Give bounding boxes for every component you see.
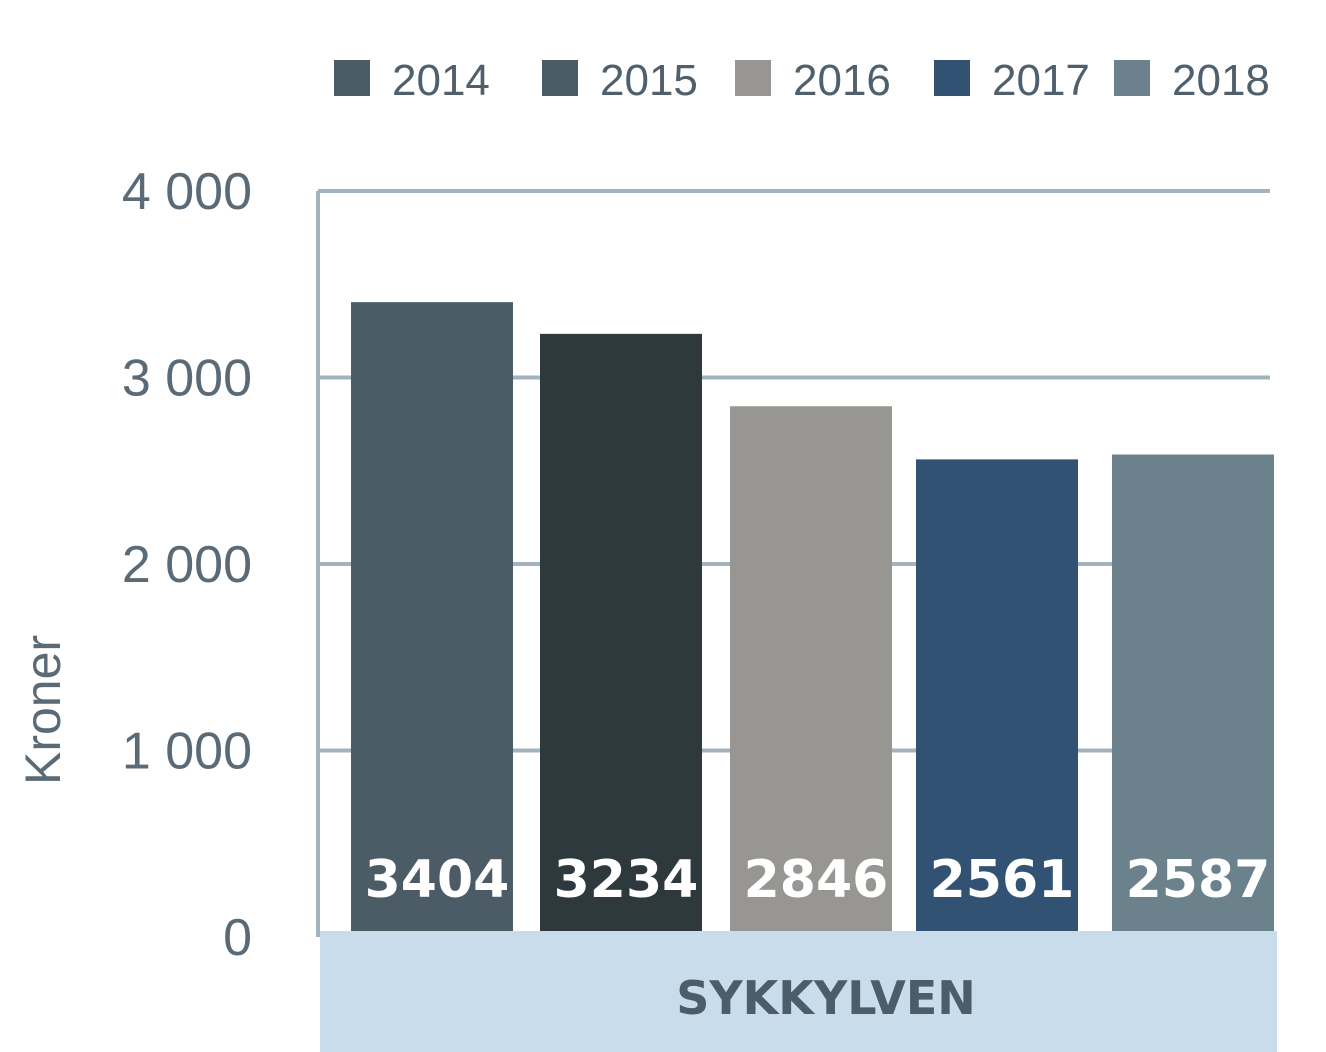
legend-swatch-2015 bbox=[542, 60, 578, 96]
legend-swatch-2017 bbox=[934, 60, 970, 96]
y-tick-label: 3 000 bbox=[122, 350, 252, 408]
legend-swatch-2018 bbox=[1114, 60, 1150, 96]
y-tick-label: 0 bbox=[223, 909, 252, 967]
bar-2018 bbox=[1112, 454, 1274, 931]
data-label: 2846 bbox=[744, 850, 889, 910]
category-band bbox=[320, 931, 1277, 1052]
y-axis-title: Kroner bbox=[15, 635, 71, 785]
data-label: 2587 bbox=[1126, 850, 1271, 910]
legend-label-2018: 2018 bbox=[1172, 56, 1270, 105]
legend-label-2014: 2014 bbox=[392, 56, 490, 105]
bars: SYKKYLVEN 3404 3234 2846 2561 2587 bbox=[320, 302, 1277, 1052]
y-axis-ticks: 0 1 000 2 000 3 000 4 000 bbox=[122, 163, 252, 967]
bar-2017 bbox=[916, 459, 1078, 931]
data-label: 3404 bbox=[365, 850, 510, 910]
bar-2016 bbox=[730, 406, 892, 931]
legend-label-2015: 2015 bbox=[600, 56, 698, 105]
y-tick-label: 2 000 bbox=[122, 536, 252, 594]
legend-label-2016: 2016 bbox=[793, 56, 891, 105]
legend: 2014 2015 2016 2017 2018 bbox=[334, 56, 1270, 105]
data-label: 3234 bbox=[554, 850, 699, 910]
data-label: 2561 bbox=[930, 850, 1075, 910]
y-tick-label: 4 000 bbox=[122, 163, 252, 221]
category-label: SYKKYLVEN bbox=[676, 971, 976, 1025]
legend-label-2017: 2017 bbox=[992, 56, 1090, 105]
bar-2015 bbox=[540, 333, 702, 931]
legend-swatch-2014 bbox=[334, 60, 370, 96]
legend-swatch-2016 bbox=[735, 60, 771, 96]
bar-2014 bbox=[351, 302, 513, 931]
y-tick-label: 1 000 bbox=[122, 723, 252, 781]
